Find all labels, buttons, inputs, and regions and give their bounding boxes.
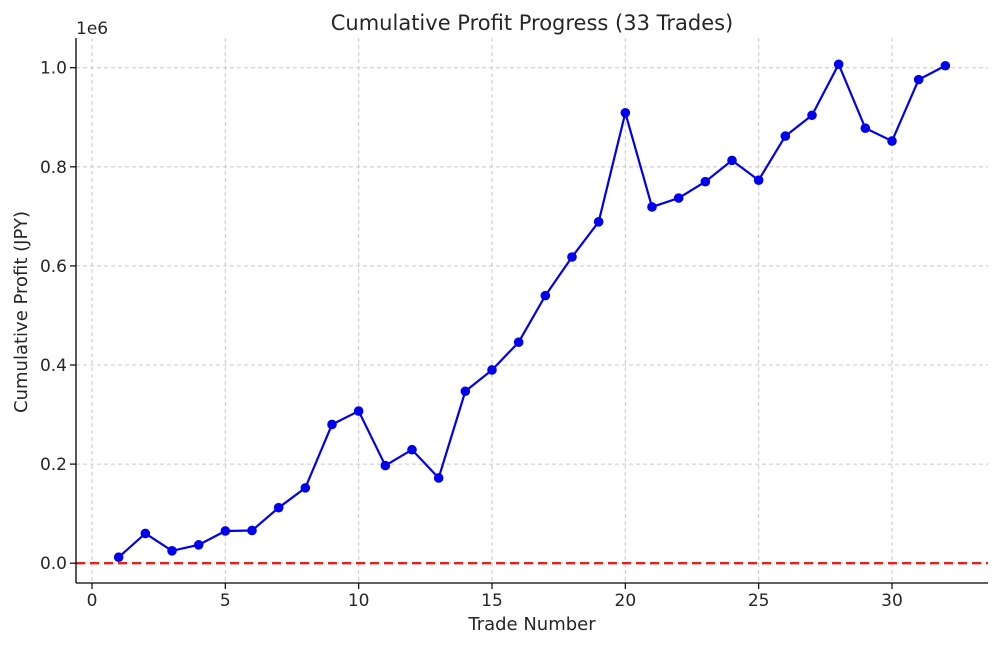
data-point-20 xyxy=(620,108,631,118)
x-ticks: 0 5 10 15 20 25 30 xyxy=(87,583,903,611)
x-tick-label-3: 15 xyxy=(481,591,503,611)
data-point-15 xyxy=(487,365,497,375)
series-line-0 xyxy=(117,63,946,559)
data-point-28 xyxy=(833,59,844,70)
y-tick-label-0: 0.0 xyxy=(40,554,67,574)
grid xyxy=(76,38,988,583)
y-ticks: 0.0 0.2 0.4 0.6 0.8 1.0 xyxy=(40,59,76,574)
data-points xyxy=(113,59,951,563)
y-tick-label-1: 0.2 xyxy=(40,455,67,475)
data-point-17 xyxy=(540,290,551,301)
axes xyxy=(75,38,988,584)
data-point-9 xyxy=(327,419,337,430)
data-point-10 xyxy=(353,406,364,416)
data-point-31 xyxy=(913,74,924,85)
x-tick-label-4: 20 xyxy=(615,591,637,611)
y-offset-label: 1e6 xyxy=(76,19,108,39)
x-tick-label-2: 10 xyxy=(348,591,370,611)
data-point-6 xyxy=(247,525,257,536)
data-point-24 xyxy=(727,155,737,166)
x-tick-label-5: 25 xyxy=(748,591,770,611)
y-axis-label: Cumulative Profit (JPY) xyxy=(11,211,32,413)
series-line xyxy=(117,63,946,559)
data-point-26 xyxy=(780,131,791,141)
x-axis-label: Trade Number xyxy=(467,614,596,635)
data-point-2 xyxy=(140,528,151,539)
data-point-29 xyxy=(860,123,871,133)
data-point-30 xyxy=(887,136,897,146)
data-point-13 xyxy=(433,473,444,483)
data-point-12 xyxy=(407,444,417,455)
data-point-18 xyxy=(567,252,577,262)
data-point-7 xyxy=(273,502,284,513)
y-tick-label-4: 0.8 xyxy=(40,158,67,178)
data-point-1 xyxy=(113,552,124,563)
x-tick-label-0: 0 xyxy=(87,591,98,611)
chart-title: Cumulative Profit Progress (33 Trades) xyxy=(331,11,734,35)
y-tick-label-2: 0.4 xyxy=(40,356,67,376)
y-tick-label-3: 0.6 xyxy=(40,257,67,277)
x-tick-label-6: 30 xyxy=(881,591,903,611)
data-point-25 xyxy=(753,175,764,185)
data-point-5 xyxy=(220,526,231,536)
data-point-32 xyxy=(940,60,951,71)
data-point-4 xyxy=(193,540,204,550)
data-point-16 xyxy=(513,337,524,348)
data-point-14 xyxy=(460,386,471,397)
x-tick-label-1: 5 xyxy=(220,591,231,611)
data-point-23 xyxy=(700,176,711,187)
data-point-3 xyxy=(167,545,177,556)
data-point-8 xyxy=(300,483,311,493)
data-point-27 xyxy=(807,110,817,121)
data-point-19 xyxy=(593,217,604,227)
data-point-21 xyxy=(647,202,657,212)
data-point-22 xyxy=(673,193,684,203)
y-tick-label-5: 1.0 xyxy=(40,59,67,79)
data-point-11 xyxy=(380,460,391,471)
